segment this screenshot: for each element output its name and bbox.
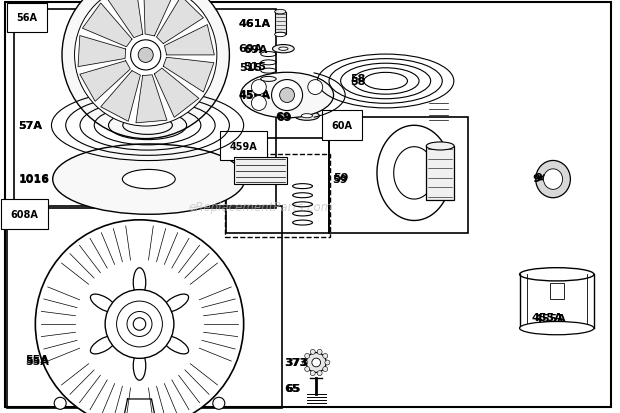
Ellipse shape [279, 48, 288, 51]
Circle shape [304, 354, 309, 358]
Ellipse shape [133, 351, 146, 380]
Text: 456A: 456A [239, 91, 271, 101]
Polygon shape [154, 69, 199, 118]
Text: 57A: 57A [19, 121, 43, 131]
Text: 608A: 608A [11, 209, 38, 219]
Bar [550, 283, 564, 299]
Circle shape [310, 371, 315, 376]
Circle shape [308, 81, 322, 95]
Circle shape [303, 360, 308, 365]
Polygon shape [78, 36, 126, 67]
Text: 461A: 461A [238, 19, 270, 29]
Circle shape [280, 88, 294, 103]
Polygon shape [136, 76, 167, 123]
Text: 65: 65 [285, 383, 301, 393]
Ellipse shape [53, 145, 245, 215]
Circle shape [35, 220, 244, 413]
Polygon shape [156, 0, 203, 45]
Circle shape [133, 318, 146, 330]
Text: 455A: 455A [532, 312, 564, 322]
Text: 60A: 60A [332, 121, 353, 131]
Text: 1016: 1016 [19, 173, 50, 183]
Text: 373: 373 [284, 358, 307, 368]
Text: 58: 58 [350, 74, 366, 83]
Circle shape [323, 354, 328, 358]
Ellipse shape [294, 112, 319, 121]
Ellipse shape [427, 142, 454, 151]
Circle shape [272, 81, 303, 111]
Bar [7, 206, 282, 408]
Circle shape [310, 349, 315, 354]
Circle shape [323, 367, 328, 372]
Ellipse shape [536, 161, 570, 198]
Circle shape [62, 0, 229, 139]
Ellipse shape [91, 336, 117, 354]
Ellipse shape [133, 268, 146, 297]
Polygon shape [144, 0, 174, 37]
Circle shape [105, 290, 174, 358]
Bar [329, 118, 468, 233]
Circle shape [138, 48, 153, 63]
Ellipse shape [122, 170, 175, 189]
Text: 55A: 55A [25, 356, 49, 366]
Text: 57A: 57A [19, 121, 43, 131]
Ellipse shape [241, 73, 334, 119]
Ellipse shape [544, 169, 562, 190]
Polygon shape [107, 0, 143, 38]
Polygon shape [82, 4, 132, 47]
Text: eReplacementParts.com: eReplacementParts.com [188, 200, 332, 213]
Text: 455A: 455A [534, 313, 566, 323]
Circle shape [213, 397, 225, 409]
Text: 65: 65 [284, 383, 299, 393]
Text: 456A: 456A [239, 90, 271, 100]
Circle shape [317, 371, 322, 376]
Text: 461A: 461A [239, 19, 271, 29]
Polygon shape [163, 58, 214, 93]
Circle shape [312, 358, 321, 367]
Text: 1016: 1016 [19, 175, 50, 185]
Polygon shape [80, 62, 130, 102]
Text: 69A: 69A [243, 45, 267, 55]
Text: 58: 58 [350, 77, 366, 87]
Text: 515: 515 [239, 63, 262, 73]
Bar [234, 158, 286, 185]
Circle shape [317, 349, 322, 354]
Circle shape [304, 367, 309, 372]
Ellipse shape [275, 33, 286, 38]
Ellipse shape [520, 322, 594, 335]
Text: 946: 946 [534, 173, 558, 183]
Ellipse shape [162, 294, 188, 313]
Text: 55A: 55A [25, 354, 49, 364]
Text: 69: 69 [276, 113, 291, 123]
Circle shape [325, 360, 330, 365]
Bar [14, 10, 276, 209]
Text: 69A: 69A [239, 44, 263, 54]
Text: 946: 946 [532, 173, 556, 183]
Text: 515: 515 [243, 62, 266, 72]
Text: 69: 69 [275, 112, 291, 121]
Ellipse shape [91, 294, 117, 313]
Bar [275, 13, 286, 36]
Circle shape [306, 353, 326, 373]
Polygon shape [164, 26, 215, 56]
Text: 59: 59 [332, 175, 347, 185]
Ellipse shape [273, 45, 294, 54]
Ellipse shape [162, 336, 188, 354]
Ellipse shape [275, 10, 286, 15]
Bar [225, 155, 330, 237]
Text: 373: 373 [285, 357, 308, 367]
Text: 59: 59 [333, 173, 348, 183]
Ellipse shape [301, 114, 312, 119]
Text: 56A: 56A [17, 13, 38, 23]
Bar [226, 138, 329, 233]
Polygon shape [101, 71, 140, 122]
Circle shape [54, 397, 66, 409]
Circle shape [252, 81, 267, 95]
Text: 459A: 459A [229, 141, 257, 151]
Bar [427, 147, 454, 200]
Circle shape [74, 0, 217, 127]
Circle shape [131, 41, 161, 71]
Circle shape [252, 96, 267, 111]
